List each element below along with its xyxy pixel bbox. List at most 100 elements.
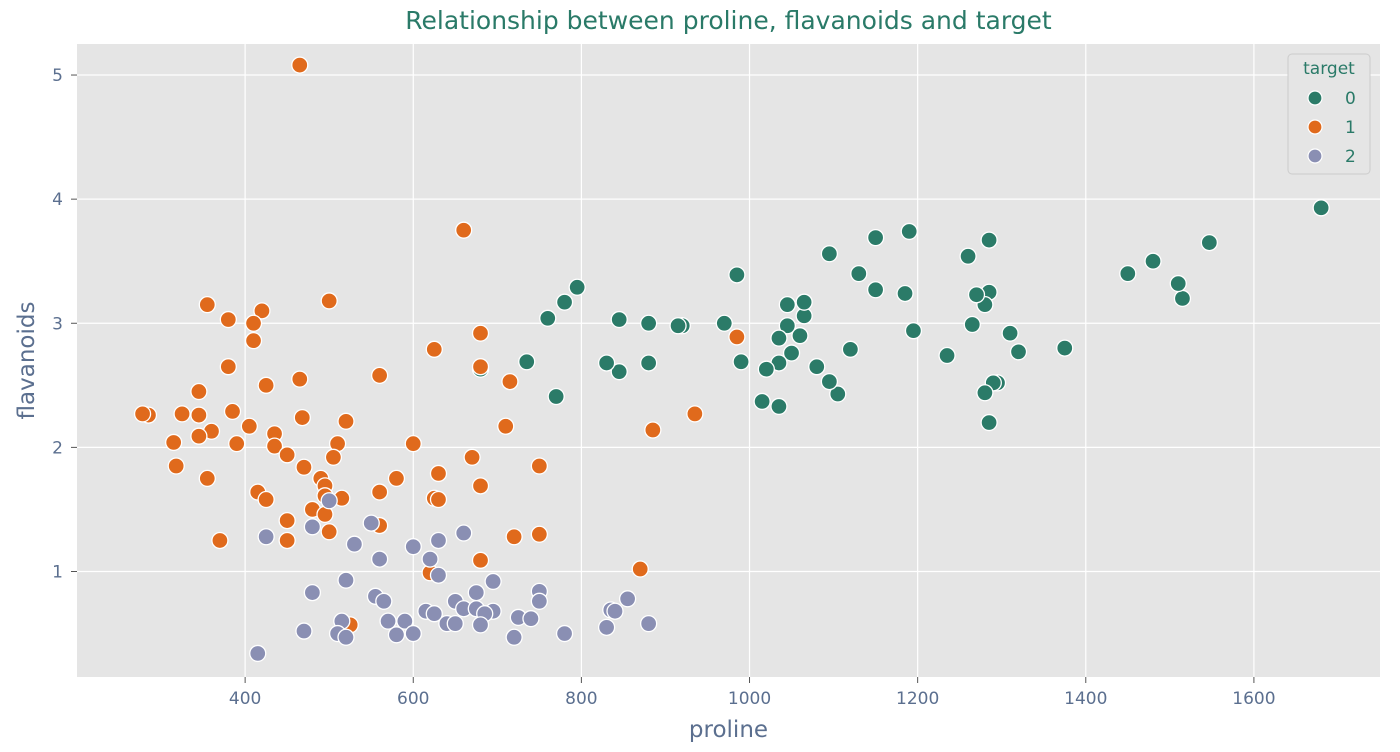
data-point xyxy=(753,392,771,411)
data-point xyxy=(555,293,574,311)
data-point xyxy=(728,328,746,346)
data-point xyxy=(257,376,275,394)
data-point xyxy=(547,387,565,406)
data-point xyxy=(278,511,296,530)
y-tick-label: 3 xyxy=(52,314,63,334)
data-point xyxy=(757,360,775,378)
data-point xyxy=(938,346,956,365)
data-point xyxy=(293,408,311,427)
chart-title: Relationship between proline, flavanoids… xyxy=(405,6,1052,35)
data-point xyxy=(497,417,515,435)
data-point xyxy=(387,469,406,488)
data-point xyxy=(133,405,152,423)
data-point xyxy=(370,550,389,568)
data-point xyxy=(337,412,355,430)
data-point xyxy=(505,628,523,646)
data-point xyxy=(404,624,422,643)
data-point xyxy=(967,286,986,304)
legend: target 0 1 2 xyxy=(1287,53,1371,175)
data-point xyxy=(337,628,355,646)
data-point xyxy=(219,358,237,376)
data-point xyxy=(387,626,406,644)
data-point xyxy=(253,302,271,320)
data-point xyxy=(463,448,481,466)
data-point xyxy=(257,490,275,509)
data-point xyxy=(223,402,242,421)
y-tick-label: 5 xyxy=(52,66,63,86)
data-point xyxy=(896,284,914,303)
data-point xyxy=(295,458,313,476)
legend-label-1: 1 xyxy=(1345,118,1356,138)
data-point xyxy=(404,435,422,453)
data-point xyxy=(841,340,860,358)
data-point xyxy=(782,344,801,362)
x-tick-label: 1200 xyxy=(896,689,939,709)
data-point xyxy=(396,612,414,630)
y-tick-label: 1 xyxy=(52,563,63,583)
data-point xyxy=(471,477,490,495)
data-point xyxy=(980,413,998,432)
series-0 xyxy=(471,199,1330,432)
legend-box xyxy=(1287,53,1371,175)
data-point xyxy=(471,616,490,634)
data-point xyxy=(471,324,490,342)
data-point xyxy=(900,222,918,241)
legend-marker-0 xyxy=(1307,90,1323,106)
data-point xyxy=(471,551,490,569)
legend-marker-2 xyxy=(1307,148,1323,164)
data-point xyxy=(1056,339,1074,357)
series-2 xyxy=(249,492,658,663)
data-point xyxy=(568,278,586,296)
data-point xyxy=(211,531,229,550)
data-point xyxy=(198,295,216,314)
data-point xyxy=(1001,324,1019,342)
data-point xyxy=(190,406,208,424)
data-point xyxy=(320,523,338,541)
data-point xyxy=(501,372,519,391)
data-point xyxy=(850,264,868,283)
data-point xyxy=(425,340,443,358)
data-point xyxy=(345,535,364,553)
data-point xyxy=(429,566,448,584)
data-point xyxy=(728,266,746,284)
data-point xyxy=(808,358,826,376)
data-point xyxy=(639,614,658,633)
grid-lines xyxy=(77,44,1380,677)
data-point xyxy=(829,385,847,403)
data-point xyxy=(429,490,448,509)
data-point xyxy=(1173,289,1192,308)
data-point xyxy=(265,437,284,455)
data-point xyxy=(778,295,796,314)
data-point xyxy=(173,405,191,423)
data-point xyxy=(1169,274,1187,293)
data-point xyxy=(278,531,296,550)
data-point xyxy=(1312,199,1330,217)
data-point xyxy=(190,427,208,445)
data-point xyxy=(530,525,549,543)
data-point xyxy=(669,317,687,335)
data-point xyxy=(167,457,185,475)
data-point xyxy=(190,382,208,401)
data-point xyxy=(644,421,662,439)
data-point xyxy=(404,538,422,556)
data-point xyxy=(379,612,397,630)
data-point xyxy=(324,448,343,466)
data-point xyxy=(639,354,658,372)
data-point xyxy=(421,550,439,568)
data-point xyxy=(1144,252,1162,270)
data-point xyxy=(303,583,322,602)
y-axis-label: flavanoids xyxy=(14,302,40,420)
data-point xyxy=(320,292,338,310)
data-point xyxy=(471,358,490,376)
data-point xyxy=(446,614,464,633)
data-point xyxy=(530,592,549,610)
data-point xyxy=(522,610,540,628)
data-point xyxy=(362,514,380,532)
data-point xyxy=(429,531,448,550)
data-point xyxy=(795,293,813,311)
data-point xyxy=(539,309,557,327)
data-point xyxy=(778,317,796,335)
data-point xyxy=(228,435,246,453)
